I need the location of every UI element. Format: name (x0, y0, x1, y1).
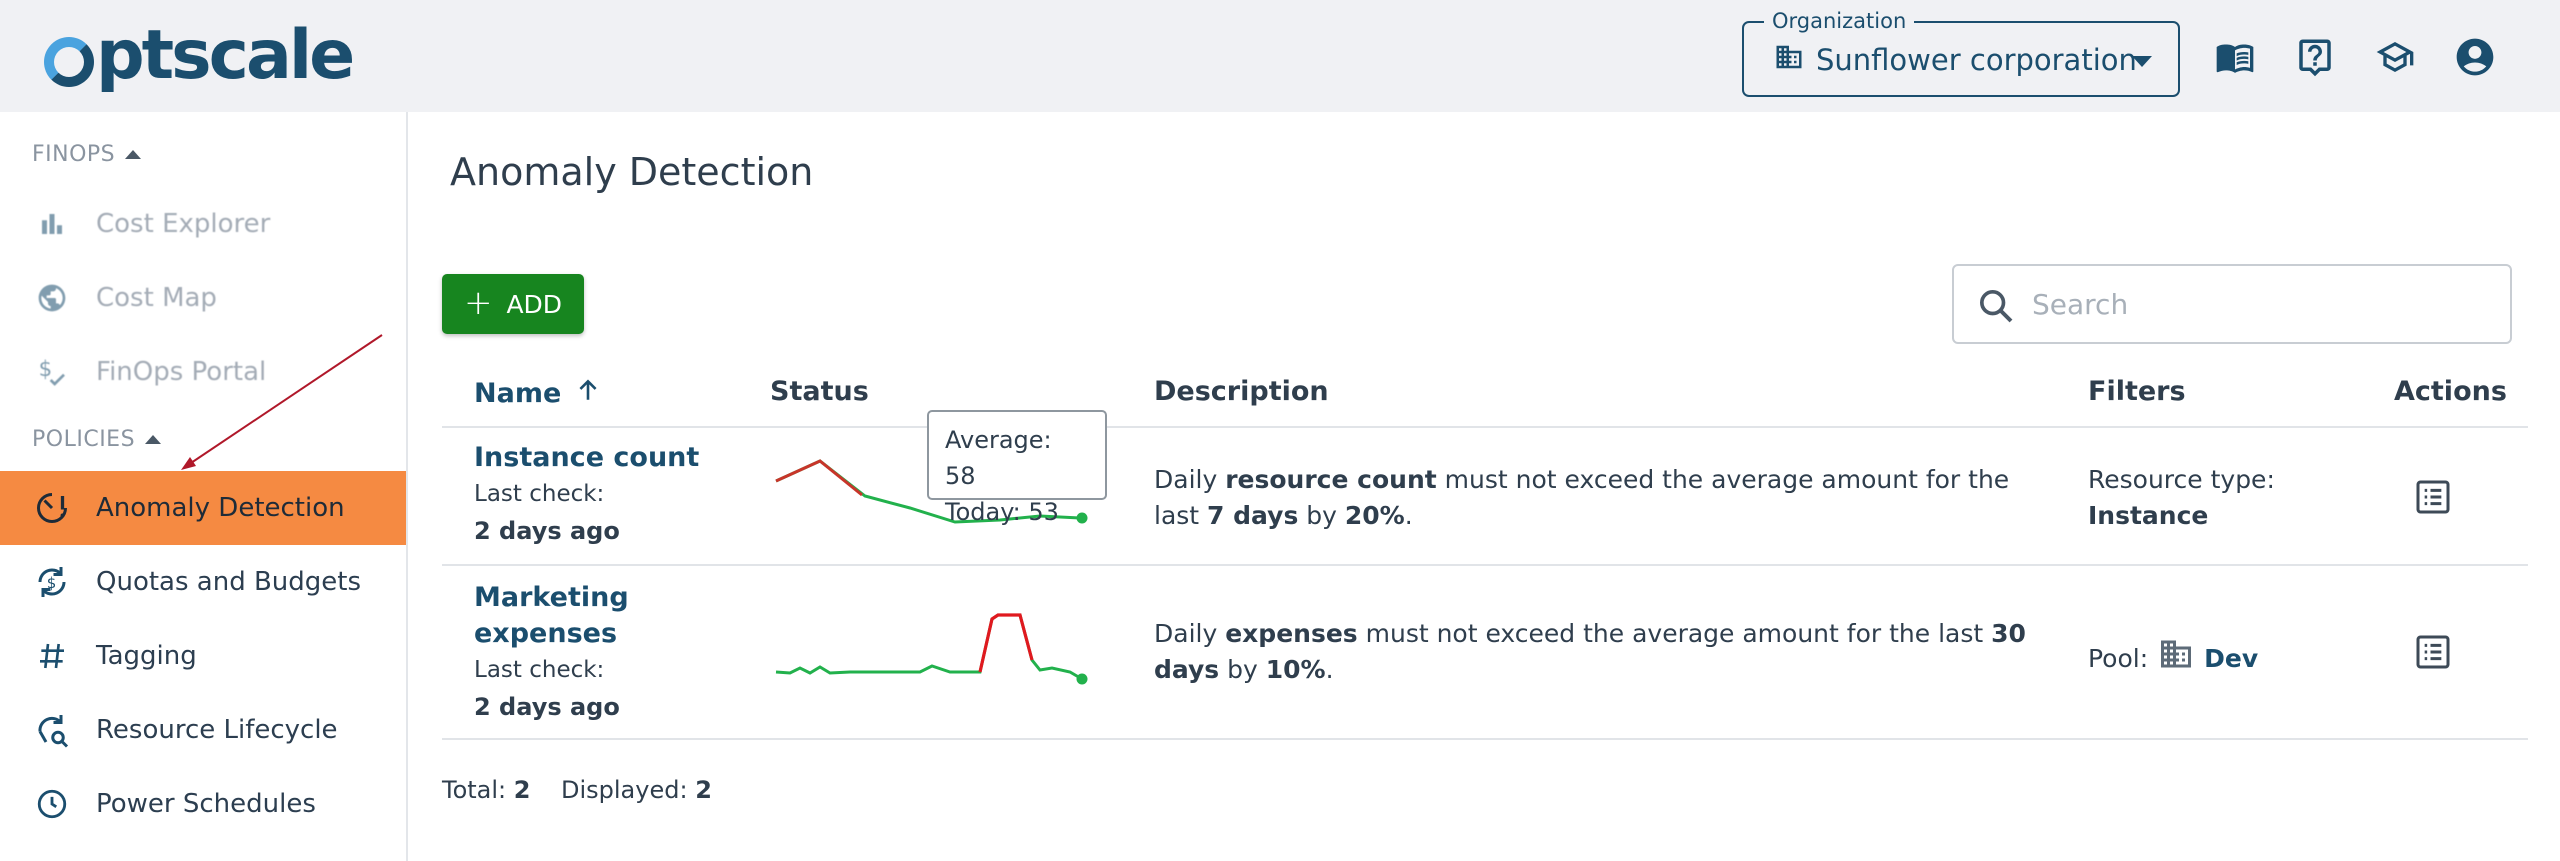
details-list-button[interactable] (2408, 627, 2458, 677)
policy-name-link[interactable]: Instance count (474, 442, 700, 473)
section-policies-label: POLICIES (32, 427, 136, 452)
profile-icon[interactable] (2450, 32, 2500, 82)
pool-icon (2158, 636, 2194, 682)
dollar-check-icon: $ (32, 352, 72, 392)
plus-icon: + (463, 282, 493, 323)
last-check-label: Last check: (474, 657, 605, 683)
sidebar-item-anomaly-detection[interactable]: Anomaly Detection (0, 471, 406, 545)
sparkline-tooltip: Average: 58 Today: 53 (927, 410, 1107, 526)
policy-description: Daily resource count must not exceed the… (1154, 465, 2010, 530)
globe-icon (32, 278, 72, 318)
table-header-divider (442, 426, 2528, 428)
sidebar: FINOPS Cost Explorer Cost Map $ FinOps P… (0, 112, 408, 861)
column-header-name-label: Name (474, 378, 562, 409)
row-divider (442, 564, 2528, 566)
sidebar-item-resource-lifecycle[interactable]: Resource Lifecycle (0, 693, 406, 767)
column-header-status: Status (770, 376, 869, 407)
sidebar-item-label: Anomaly Detection (96, 493, 345, 523)
last-check-value: 2 days ago (474, 517, 620, 545)
section-finops-label: FINOPS (32, 142, 116, 167)
policy-filter: Pool: Dev (2088, 636, 2258, 682)
table-bottom-divider (442, 738, 2528, 740)
sidebar-item-cost-map[interactable]: Cost Map (0, 261, 406, 335)
svg-text:$: $ (47, 574, 57, 592)
total-label: Total: (442, 776, 507, 804)
section-policies[interactable]: POLICIES (32, 427, 162, 452)
lifecycle-icon (32, 710, 72, 750)
add-button-label: ADD (506, 289, 563, 319)
chevron-up-icon (145, 435, 162, 444)
sidebar-item-label: Cost Map (96, 283, 217, 313)
sidebar-item-label: FinOps Portal (96, 357, 267, 387)
status-sparkline[interactable] (770, 598, 1100, 688)
details-list-button[interactable] (2408, 472, 2458, 522)
logo-ring-icon (44, 37, 94, 87)
filter-label: Resource type: (2088, 465, 2275, 494)
page-title: Anomaly Detection (450, 150, 814, 194)
policy-filter: Resource type: Instance (2088, 462, 2275, 534)
filter-value: Instance (2088, 501, 2209, 530)
academy-icon[interactable] (2370, 32, 2420, 82)
sidebar-item-tagging[interactable]: Tagging (0, 619, 406, 693)
policy-name-link[interactable]: Marketing expenses (474, 582, 629, 649)
sidebar-item-label: Tagging (96, 641, 197, 671)
search-box[interactable] (1952, 264, 2512, 344)
sidebar-item-quotas-budgets[interactable]: $ Quotas and Budgets (0, 545, 406, 619)
optscale-logo[interactable]: ptscale (44, 12, 355, 100)
arrow-up-icon (575, 376, 601, 411)
top-bar: ptscale Organization Sunflower corporati… (0, 0, 2560, 112)
section-finops[interactable]: FINOPS (32, 142, 142, 167)
help-icon[interactable] (2290, 32, 2340, 82)
chevron-up-icon (125, 150, 142, 159)
sidebar-item-label: Power Schedules (96, 789, 316, 819)
tooltip-today-label: Today: (945, 498, 1021, 526)
chevron-down-icon (2132, 56, 2152, 67)
last-check-label: Last check: (474, 481, 605, 507)
tooltip-today-value: 53 (1028, 498, 1059, 526)
sidebar-item-finops-portal[interactable]: $ FinOps Portal (0, 335, 406, 409)
column-header-name[interactable]: Name (474, 376, 601, 411)
column-header-actions: Actions (2394, 376, 2507, 407)
organization-label: Organization (1764, 10, 1915, 32)
svg-text:$: $ (39, 357, 53, 382)
sidebar-item-label: Cost Explorer (96, 209, 271, 239)
clock-icon (32, 784, 72, 824)
anomaly-icon (32, 488, 72, 528)
filter-label: Pool: (2088, 644, 2149, 673)
displayed-label: Displayed: (561, 776, 688, 804)
building-icon (1774, 42, 1804, 79)
policy-description: Daily expenses must not exceed the avera… (1154, 619, 2026, 684)
hash-icon (32, 636, 72, 676)
last-check-value: 2 days ago (474, 693, 620, 721)
total-value: 2 (513, 776, 531, 804)
sidebar-item-label: Quotas and Budgets (96, 567, 362, 597)
documentation-icon[interactable] (2210, 32, 2260, 82)
sidebar-item-cost-explorer[interactable]: Cost Explorer (0, 187, 406, 261)
bar-chart-icon (32, 204, 72, 244)
organization-select[interactable]: Organization Sunflower corporation (1742, 10, 2180, 97)
budget-icon: $ (32, 562, 72, 602)
logo-text: ptscale (96, 16, 355, 95)
displayed-value: 2 (695, 776, 712, 804)
table-footer: Total: 2 Displayed: 2 (442, 776, 712, 804)
add-button[interactable]: + ADD (442, 274, 584, 334)
sidebar-item-label: Resource Lifecycle (96, 715, 338, 745)
sidebar-item-power-schedules[interactable]: Power Schedules (0, 767, 406, 841)
pool-link[interactable]: Dev (2204, 644, 2259, 673)
search-icon (1976, 286, 2016, 330)
column-header-description: Description (1154, 376, 1329, 407)
tooltip-average-value: 58 (945, 462, 976, 490)
tooltip-average-label: Average: (945, 426, 1052, 454)
column-header-filters: Filters (2088, 376, 2186, 407)
status-sparkline[interactable] (770, 448, 1100, 538)
organization-value: Sunflower corporation (1816, 43, 2137, 77)
search-input[interactable] (2032, 282, 2482, 326)
